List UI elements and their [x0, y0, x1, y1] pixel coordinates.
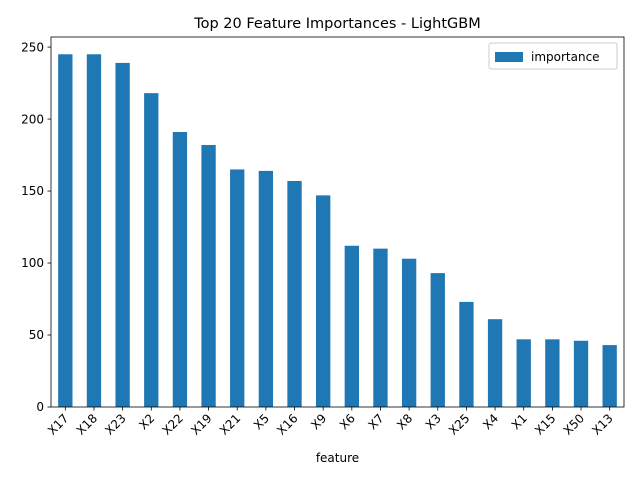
bar-X25 — [459, 301, 474, 407]
y-tick-label: 250 — [21, 40, 44, 54]
x-tick-label-X18: X18 — [74, 411, 101, 438]
legend-swatch — [495, 52, 523, 62]
bar-X15 — [545, 339, 560, 407]
bar-X3 — [430, 273, 445, 407]
x-axis-label: feature — [316, 451, 359, 465]
x-tick-label-X22: X22 — [160, 411, 187, 438]
x-tick-label-X21: X21 — [217, 411, 244, 438]
y-tick-label: 150 — [21, 184, 44, 198]
x-tick-label-X19: X19 — [188, 411, 215, 438]
x-tick-label-X13: X13 — [589, 411, 616, 438]
plot-frame — [50, 36, 625, 408]
x-tick-label-X7: X7 — [365, 411, 386, 432]
x-tick-label-X3: X3 — [423, 411, 444, 432]
x-tick-label-X4: X4 — [480, 411, 501, 432]
x-tick-label-X6: X6 — [337, 411, 358, 432]
y-axis-ticks: 0 50 100 150 200 250 — [21, 40, 51, 414]
bar-X16 — [287, 180, 302, 407]
x-tick-label-X15: X15 — [532, 411, 559, 438]
x-tick-label-X2: X2 — [136, 411, 157, 432]
bar-X18 — [86, 54, 102, 407]
x-tick-label-X23: X23 — [102, 411, 129, 438]
legend-box — [488, 42, 618, 70]
bar-X50 — [573, 340, 589, 407]
x-tick-label-X25: X25 — [446, 411, 473, 438]
bar-X13 — [602, 345, 617, 407]
bar-X9 — [316, 195, 331, 407]
bar-X7 — [373, 248, 388, 407]
x-tick-label-X8: X8 — [394, 411, 415, 432]
x-tick-label-X16: X16 — [274, 411, 301, 438]
bar-X4 — [487, 319, 503, 407]
bar-X22 — [172, 132, 188, 407]
x-tick-label-X50: X50 — [561, 411, 588, 438]
bar-X2 — [144, 93, 159, 408]
legend: importance — [488, 42, 618, 70]
bar-X23 — [115, 62, 130, 407]
legend-label: importance — [531, 50, 600, 64]
y-tick-label: 50 — [29, 328, 44, 342]
x-tick-label-X1: X1 — [509, 411, 530, 432]
y-tick-label: 0 — [36, 400, 44, 414]
chart-title: Top 20 Feature Importances - LightGBM — [193, 16, 481, 32]
bar-X21 — [230, 169, 245, 407]
bar-X19 — [201, 144, 216, 408]
bar-X6 — [344, 245, 359, 407]
x-tick-label-X17: X17 — [45, 411, 72, 438]
x-axis-ticks: X17 X18 X23 X2 X22 X19 X21 X5 X16 X9 X6 X7 X8 X3 X25 X4… — [45, 407, 616, 438]
x-tick-label-X9: X9 — [308, 411, 329, 432]
bar-X17 — [58, 54, 73, 407]
bar-X1 — [516, 339, 531, 407]
bar-X5 — [258, 170, 274, 407]
bars-layer — [58, 54, 617, 408]
y-tick-label: 100 — [21, 256, 44, 270]
y-tick-label: 200 — [21, 112, 44, 126]
bar-X8 — [401, 258, 417, 407]
axes-layer — [50, 36, 625, 408]
x-tick-label-X5: X5 — [251, 411, 272, 432]
